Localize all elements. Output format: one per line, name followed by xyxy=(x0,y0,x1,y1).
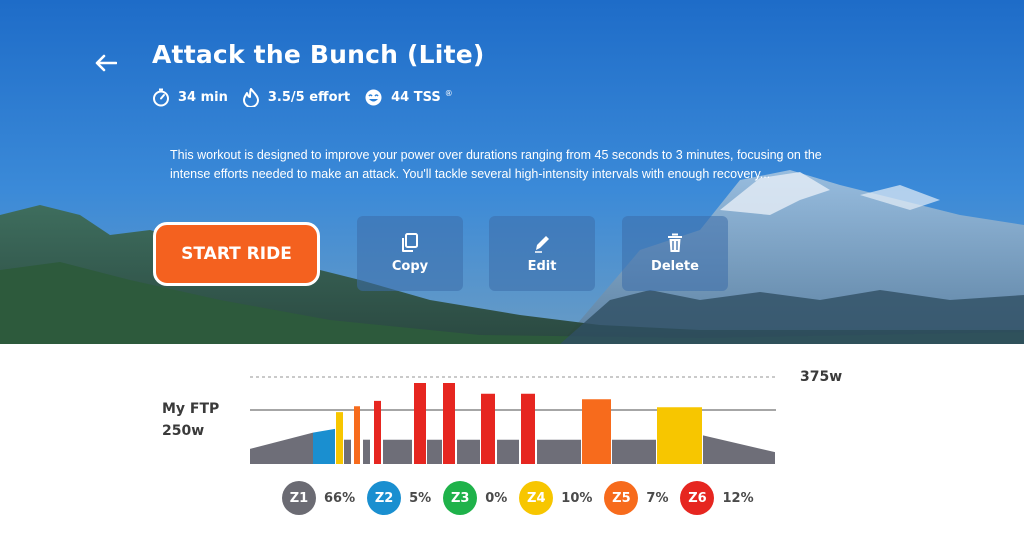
edit-button[interactable]: Edit xyxy=(489,216,595,291)
registered-mark: ® xyxy=(444,89,453,98)
zone-percentage: 0% xyxy=(485,490,508,506)
copy-button[interactable]: Copy xyxy=(357,216,463,291)
workout-stats: 34 min 3.5/5 effort 44 TSS ® xyxy=(152,88,463,107)
duration-stat: 34 min xyxy=(152,88,228,107)
zone-percentage: 7% xyxy=(646,490,669,506)
interval-bars xyxy=(250,383,775,464)
copy-label: Copy xyxy=(391,259,429,274)
zone-percentage: 10% xyxy=(561,490,593,506)
arrow-left-icon xyxy=(95,54,117,72)
ftp-label-line1: My FTP xyxy=(162,401,220,417)
workout-description: This workout is designed to improve your… xyxy=(170,148,822,181)
tss-stat: 44 TSS ® xyxy=(364,88,457,107)
interval-bar-z1 xyxy=(457,439,480,464)
zone-item-z3: Z3 0% xyxy=(443,481,507,515)
zone-distribution: Z1 66% Z2 5% Z3 0% Z4 10% Z5 7% Z6 12% xyxy=(282,481,766,515)
interval-bar-z6 xyxy=(521,393,535,464)
tss-text: 44 TSS xyxy=(391,90,441,105)
workout-title: Attack the Bunch (Lite) xyxy=(152,40,485,69)
duration-text: 34 min xyxy=(178,90,228,105)
zone-badge: Z3 xyxy=(443,481,478,515)
pencil-icon xyxy=(535,236,549,253)
interval-bar-z1 xyxy=(427,439,442,464)
smiley-face-icon xyxy=(365,89,382,106)
interval-bar-z4 xyxy=(336,412,343,464)
zone-badge: Z5 xyxy=(604,481,639,515)
interval-bar-z5 xyxy=(582,399,611,464)
stopwatch-icon xyxy=(153,88,169,107)
zone-badge: Z2 xyxy=(367,481,402,515)
interval-bar-z6 xyxy=(481,393,495,464)
start-ride-button[interactable]: START RIDE xyxy=(153,222,320,286)
ftp-label-line2: 250w xyxy=(162,423,205,439)
interval-bar-z1 xyxy=(383,439,412,464)
interval-bar-z6 xyxy=(374,400,381,464)
zone-percentage: 5% xyxy=(409,490,432,506)
interval-bar-z5 xyxy=(354,406,360,464)
interval-bar-z1 xyxy=(497,439,519,464)
delete-button[interactable]: Delete xyxy=(622,216,728,291)
zone-badge: Z6 xyxy=(680,481,715,515)
interval-bar-z1 xyxy=(537,439,581,464)
edit-label: Edit xyxy=(527,259,557,274)
zone-percentage: 12% xyxy=(722,490,754,506)
delete-label: Delete xyxy=(651,259,699,274)
effort-stat: 3.5/5 effort xyxy=(242,88,350,107)
interval-bar-z4 xyxy=(657,407,702,464)
effort-text: 3.5/5 effort xyxy=(267,90,351,105)
interval-bar-z6 xyxy=(414,383,426,464)
interval-bar-z1 xyxy=(344,439,351,464)
zone-item-z1: Z1 66% xyxy=(282,481,355,515)
back-button[interactable] xyxy=(90,48,122,78)
interval-bar-z1 xyxy=(363,439,370,464)
interval-bar-z1 xyxy=(703,435,775,464)
copy-icon xyxy=(402,233,418,252)
zone-item-z4: Z4 10% xyxy=(519,481,592,515)
zone-item-z2: Z2 5% xyxy=(367,481,431,515)
trash-icon xyxy=(668,233,682,252)
max-power-label: 375w xyxy=(800,369,843,385)
zone-badge: Z4 xyxy=(519,481,554,515)
zone-item-z6: Z6 12% xyxy=(680,481,754,515)
flame-icon xyxy=(242,88,259,107)
hero-banner: Attack the Bunch (Lite) 34 min 3.5/5 eff… xyxy=(0,0,1024,344)
interval-bar-z2 xyxy=(313,428,335,464)
zone-item-z5: Z5 7% xyxy=(604,481,668,515)
zone-badge: Z1 xyxy=(282,481,316,515)
zone-percentage: 66% xyxy=(324,490,356,506)
workout-power-chart xyxy=(250,376,776,464)
interval-bar-z1 xyxy=(612,439,656,464)
workout-chart-area: My FTP 250w 375w Z1 66% Z2 5% Z3 0% Z4 10% Z5 7% Z… xyxy=(0,344,1024,533)
interval-bar-z6 xyxy=(443,383,455,464)
interval-bar-z1 xyxy=(250,432,313,464)
